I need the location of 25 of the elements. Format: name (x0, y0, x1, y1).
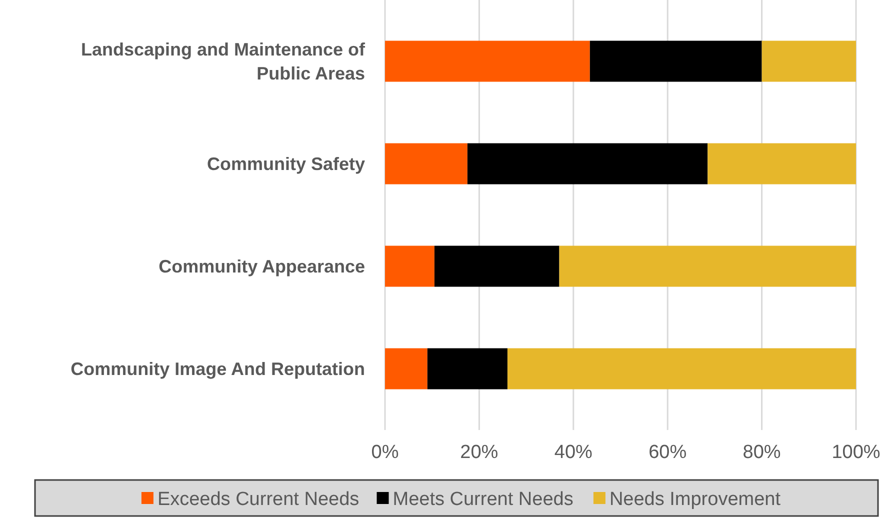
y-tick-label: Community Image And Reputation (70, 358, 365, 379)
x-tick-label: 0% (371, 442, 399, 463)
legend-label: Exceeds Current Needs (157, 489, 360, 510)
bar (385, 246, 434, 287)
bar (385, 348, 428, 390)
legend-label: Needs Improvement (609, 489, 782, 510)
bar (427, 348, 508, 390)
y-tick-label: Community Appearance (158, 256, 365, 276)
y-tick-label: Landscaping and Maintenance of Public Areas (80, 39, 366, 84)
x-tick-label: 20% (460, 442, 498, 463)
y-tick-label: Community Safety (206, 154, 365, 174)
x-tick-label: 100% (832, 442, 880, 463)
bar (559, 246, 856, 287)
bar (708, 143, 856, 184)
x-tick-label: 60% (648, 442, 687, 463)
bar (762, 40, 856, 82)
bar (434, 246, 560, 287)
bar (385, 143, 468, 184)
bar (385, 40, 590, 82)
bar (590, 40, 762, 82)
bar (507, 348, 856, 390)
x-tick-label: 40% (554, 442, 593, 463)
legend-label: Meets Current Needs (392, 489, 574, 510)
x-tick-label: 80% (742, 442, 781, 463)
bar (467, 143, 708, 184)
